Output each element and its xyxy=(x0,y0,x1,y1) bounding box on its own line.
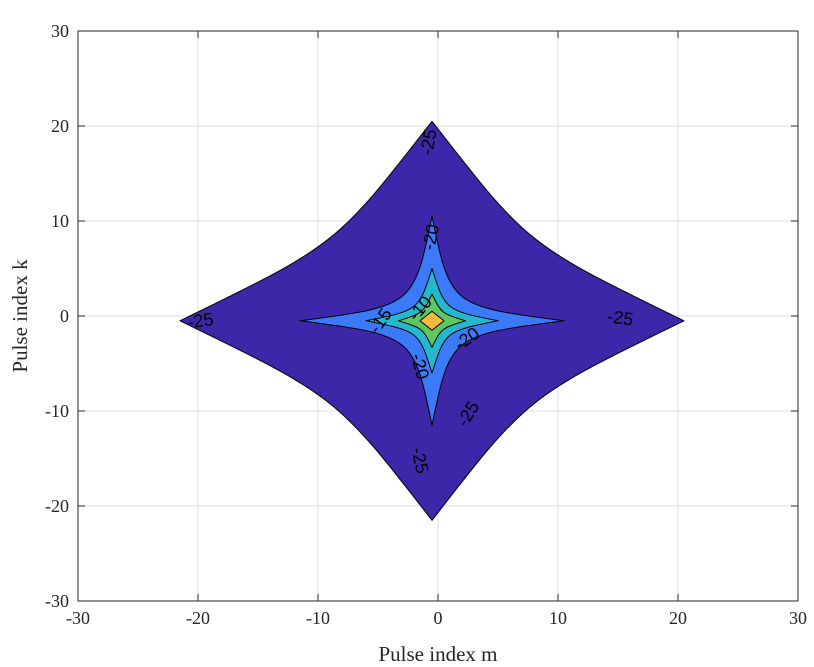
x-tick-label: 0 xyxy=(434,608,443,628)
x-tick-label: 30 xyxy=(789,608,807,628)
y-tick-label: -30 xyxy=(45,591,69,611)
x-tick-label: 20 xyxy=(669,608,687,628)
y-tick-label: 20 xyxy=(51,116,69,136)
contour-region-5 xyxy=(419,310,445,331)
x-tick-label: -30 xyxy=(66,608,90,628)
x-tick-label: -20 xyxy=(186,608,210,628)
contour-label: -25 xyxy=(186,309,215,332)
x-tick-label: 10 xyxy=(549,608,567,628)
y-axis-title: Pulse index k xyxy=(8,259,32,373)
contour-label: -25 xyxy=(606,306,635,329)
contour-fills xyxy=(179,120,685,521)
y-tick-label: -20 xyxy=(45,496,69,516)
y-tick-label: -10 xyxy=(45,401,69,421)
y-tick-label: 10 xyxy=(51,211,69,231)
contour-label: -25 xyxy=(416,128,440,157)
y-tick-label: 0 xyxy=(60,306,69,326)
x-axis-title: Pulse index m xyxy=(379,642,498,666)
y-tick-label: 30 xyxy=(51,21,69,41)
x-tick-label: -10 xyxy=(306,608,330,628)
axis-ticks: -30 -20 -10 0 10 20 30 -30 -20 -10 0 10 20 30 xyxy=(45,21,807,628)
contour-labels: -25-25-25-25-25-20-20-20-15 -10 xyxy=(186,128,635,476)
